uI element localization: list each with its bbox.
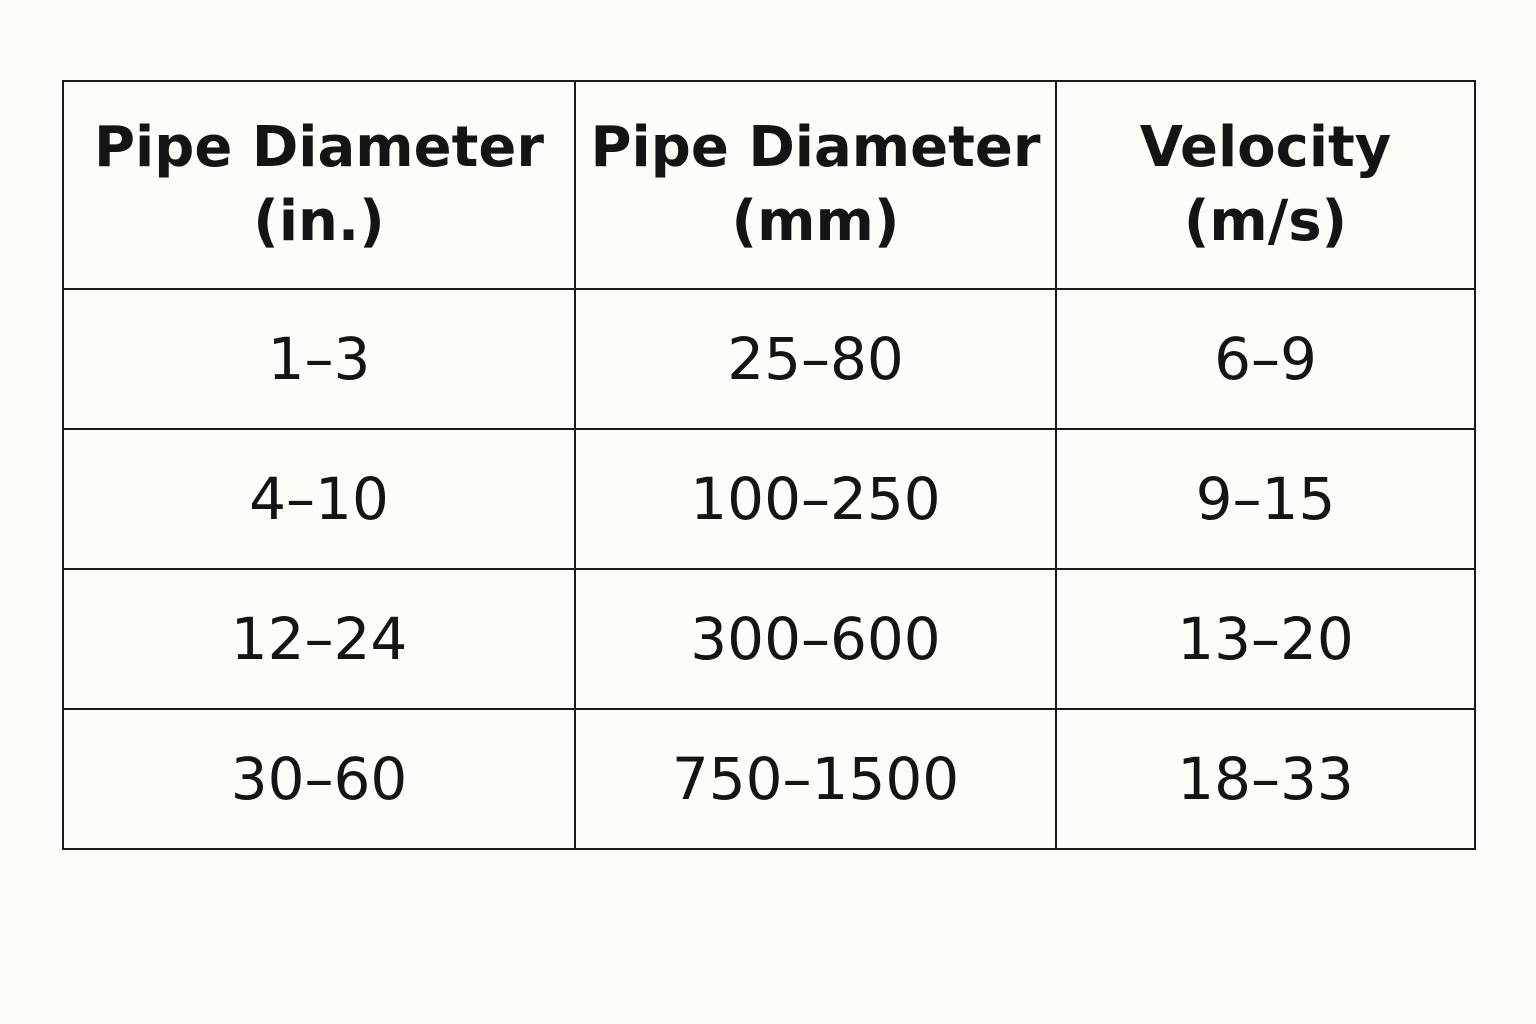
- header-row: Pipe Diameter (in.) Pipe Diameter (mm) V…: [62, 80, 1476, 290]
- header-unit: (m/s): [1183, 189, 1348, 254]
- table-row: 30–60 750–1500 18–33: [62, 708, 1476, 850]
- header-pipe-diameter-mm: Pipe Diameter (mm): [574, 80, 1057, 290]
- header-unit: (mm): [731, 189, 900, 254]
- table-cell: 1–3: [62, 288, 576, 430]
- table-cell: 6–9: [1055, 288, 1476, 430]
- table-cell: 30–60: [62, 708, 576, 850]
- table-row: 4–10 100–250 9–15: [62, 428, 1476, 570]
- table-row: 12–24 300–600 13–20: [62, 568, 1476, 710]
- header-velocity: Velocity (m/s): [1055, 80, 1476, 290]
- header-unit: (in.): [253, 189, 385, 254]
- header-pipe-diameter-in: Pipe Diameter (in.): [62, 80, 576, 290]
- table-cell: 12–24: [62, 568, 576, 710]
- table-cell: 25–80: [574, 288, 1057, 430]
- table-cell: 18–33: [1055, 708, 1476, 850]
- table-cell: 750–1500: [574, 708, 1057, 850]
- table-cell: 300–600: [574, 568, 1057, 710]
- table-cell: 4–10: [62, 428, 576, 570]
- table-row: 1–3 25–80 6–9: [62, 288, 1476, 430]
- table-cell: 13–20: [1055, 568, 1476, 710]
- header-line: Velocity: [1139, 115, 1392, 180]
- header-line: Pipe Diameter: [590, 115, 1041, 180]
- pipe-velocity-table: Pipe Diameter (in.) Pipe Diameter (mm) V…: [62, 80, 1476, 850]
- header-line: Pipe Diameter: [94, 115, 544, 180]
- table-cell: 9–15: [1055, 428, 1476, 570]
- table-cell: 100–250: [574, 428, 1057, 570]
